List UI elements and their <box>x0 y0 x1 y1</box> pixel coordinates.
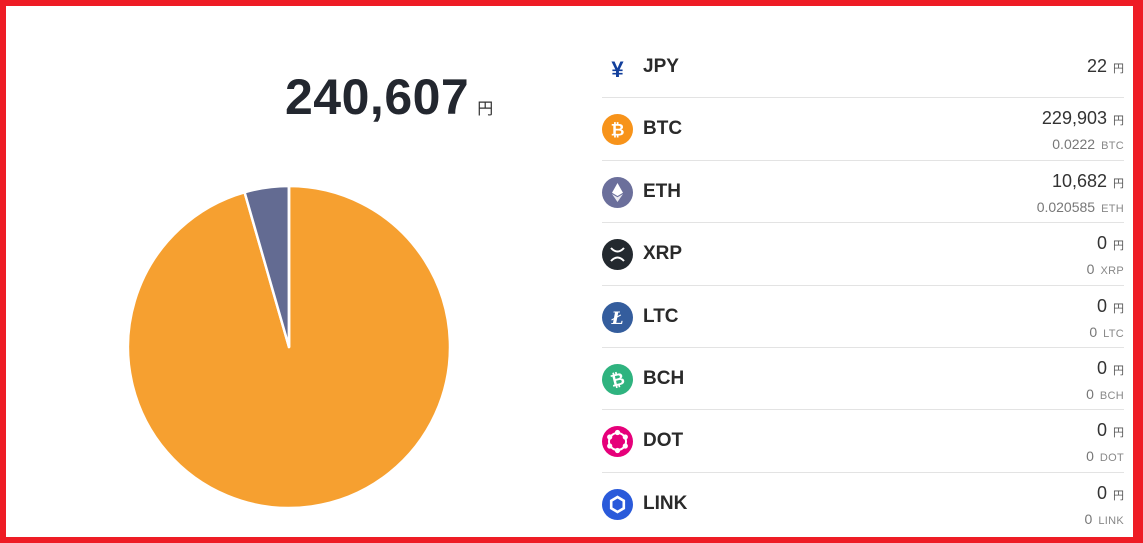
asset-symbol: ETH <box>643 180 681 202</box>
asset-list: ¥ JPY 22 円 ₿ BTC 229,903 円 0.0222 BTC ETH 1… <box>602 36 1124 535</box>
svg-text:¥: ¥ <box>611 57 624 82</box>
asset-jpy-value: 22 円 <box>1087 56 1124 77</box>
jpy-unit: 円 <box>1113 240 1124 253</box>
asset-symbol: BTC <box>643 118 683 140</box>
pie-svg <box>127 185 451 509</box>
asset-symbol: DOT <box>643 430 684 452</box>
crypto-amount: 0 <box>1084 510 1093 527</box>
asset-symbol: XRP <box>643 243 683 265</box>
jpy-amount: 0 <box>1096 357 1107 378</box>
jpy-amount: 10,682 <box>1051 170 1107 191</box>
crypto-unit: BCH <box>1099 389 1124 402</box>
crypto-unit: ETH <box>1101 202 1124 215</box>
total-balance: 240,607 円 <box>285 68 493 126</box>
crypto-unit: XRP <box>1100 265 1124 278</box>
crypto-amount: 0 <box>1086 385 1094 402</box>
asset-crypto-amount: 0.020585 ETH <box>1037 199 1124 217</box>
asset-symbol: JPY <box>643 56 679 77</box>
jpy-amount: 0 <box>1096 482 1107 503</box>
polkadot-icon <box>602 426 633 458</box>
asset-symbol: BCH <box>643 367 685 389</box>
jpy-unit: 円 <box>1113 427 1124 440</box>
asset-crypto-amount: 0 LINK <box>1085 511 1124 529</box>
asset-crypto-amount: 0 BCH <box>1086 386 1124 404</box>
crypto-unit: DOT <box>1099 452 1124 465</box>
jpy-amount: 0 <box>1096 420 1107 441</box>
jpy-unit: 円 <box>1113 302 1124 315</box>
jpy-amount: 22 <box>1086 56 1107 76</box>
crypto-amount: 0.020585 <box>1036 198 1096 215</box>
crypto-unit: LTC <box>1103 327 1124 340</box>
crypto-amount: 0.0222 <box>1052 136 1096 153</box>
crypto-amount: 0 <box>1086 261 1095 278</box>
total-balance-unit: 円 <box>477 101 494 118</box>
asset-row-btc[interactable]: ₿ BTC 229,903 円 0.0222 BTC <box>602 98 1124 161</box>
svg-text:₿: ₿ <box>609 369 627 392</box>
yen-icon: ¥ <box>602 55 633 86</box>
jpy-unit: 円 <box>1113 63 1124 75</box>
asset-row-eth[interactable]: ETH 10,682 円 0.020585 ETH <box>602 161 1124 224</box>
xrp-icon <box>602 239 633 271</box>
jpy-unit: 円 <box>1113 177 1124 190</box>
litecoin-icon: Ł <box>602 301 633 333</box>
jpy-amount: 229,903 <box>1041 108 1107 129</box>
chainlink-icon <box>602 488 633 520</box>
jpy-unit: 円 <box>1113 115 1124 128</box>
svg-text:Ł: Ł <box>610 309 623 329</box>
bitcoin-icon: ₿ <box>602 114 633 146</box>
crypto-unit: LINK <box>1098 514 1124 527</box>
asset-crypto-amount: 0 XRP <box>1087 261 1124 279</box>
bitcoin-cash-icon: ₿ <box>602 363 633 395</box>
svg-text:₿: ₿ <box>611 121 625 141</box>
asset-jpy-value: 229,903 円 <box>1042 108 1124 129</box>
asset-jpy-value: 10,682 円 <box>1052 171 1124 192</box>
allocation-pie-chart <box>127 185 451 509</box>
crypto-unit: BTC <box>1101 140 1124 153</box>
asset-crypto-amount: 0 LTC <box>1089 324 1124 342</box>
jpy-amount: 0 <box>1096 233 1107 254</box>
jpy-amount: 0 <box>1096 295 1107 316</box>
crypto-amount: 0 <box>1089 323 1098 340</box>
crypto-amount: 0 <box>1086 448 1094 465</box>
total-balance-value: 240,607 <box>285 69 470 125</box>
asset-crypto-amount: 0 DOT <box>1086 448 1124 466</box>
asset-row-jpy[interactable]: ¥ JPY 22 円 <box>602 36 1124 99</box>
asset-symbol: LINK <box>643 492 688 514</box>
jpy-unit: 円 <box>1113 489 1124 502</box>
asset-crypto-amount: 0.0222 BTC <box>1052 136 1124 154</box>
jpy-unit: 円 <box>1113 364 1124 377</box>
asset-symbol: LTC <box>643 305 679 327</box>
ethereum-icon <box>602 176 633 208</box>
